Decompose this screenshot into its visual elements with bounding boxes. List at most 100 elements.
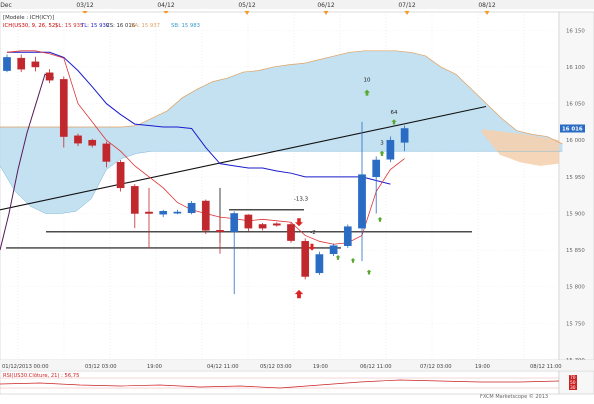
time-tick-label: 03/12 03:00: [85, 364, 117, 370]
candle[interactable]: [272, 222, 281, 227]
sell-arrow-icon: [308, 243, 316, 251]
candle[interactable]: [244, 214, 253, 232]
candle[interactable]: [116, 159, 125, 192]
candle[interactable]: [130, 184, 139, 229]
date-marker-icon: [484, 11, 490, 15]
candle-body: [187, 202, 196, 213]
time-tick-label: 08/12 11:00: [530, 364, 562, 370]
ichimoku-cloud: [0, 50, 563, 214]
candle[interactable]: [17, 54, 26, 73]
candle-body: [102, 143, 111, 162]
buy-signal-icon: [335, 255, 341, 260]
span-a-line: [0, 50, 563, 145]
annotations: 10 64 -13,3 -2 3: [294, 78, 398, 236]
candle[interactable]: [287, 222, 295, 243]
candle-body: [343, 226, 352, 246]
candle-body: [116, 161, 125, 189]
date-label: 06/12: [317, 2, 334, 9]
candle-body: [173, 211, 182, 214]
trend-line: [0, 105, 487, 211]
candle-body: [372, 159, 381, 178]
candle-body: [386, 139, 395, 160]
candle[interactable]: [216, 215, 224, 254]
candle[interactable]: [102, 141, 111, 168]
rsi-tick-label: 70: [570, 375, 576, 381]
rsi-area: [0, 370, 560, 395]
buy-signal-icon: [379, 150, 385, 156]
candle-body: [159, 211, 168, 215]
buy-arrow-icon: [294, 289, 304, 299]
candle[interactable]: [201, 199, 210, 234]
price-tick-label: 16 050: [566, 102, 585, 108]
annotation-label: 3: [380, 141, 384, 147]
price-tick-label: 16 100: [566, 65, 585, 71]
candle[interactable]: [258, 222, 267, 231]
candle-body: [258, 224, 267, 229]
time-tick-label: 06/12 11:00: [360, 364, 392, 370]
candle[interactable]: [329, 243, 338, 256]
legend-item: SB: 15 983: [171, 23, 200, 29]
candle[interactable]: [301, 238, 310, 280]
candle[interactable]: [187, 201, 196, 215]
candle[interactable]: [3, 54, 11, 73]
candle[interactable]: [74, 133, 82, 147]
candle[interactable]: [230, 211, 239, 295]
candle[interactable]: [31, 56, 40, 72]
candle-body: [216, 230, 224, 233]
rsi-label: RSI(US30.Clôture, 21) : 56,75: [3, 372, 79, 379]
legend-item: SA: 15 937: [131, 23, 160, 29]
candle[interactable]: [400, 125, 409, 152]
candle[interactable]: [145, 187, 153, 249]
annotation-label: -2: [310, 230, 315, 236]
buy-signal-icon: [364, 89, 370, 96]
candle[interactable]: [358, 121, 366, 262]
time-axis-bg: [0, 360, 594, 370]
date-label: 04/12: [157, 2, 174, 9]
candle-body: [230, 213, 239, 233]
candle[interactable]: [59, 76, 68, 148]
time-tick-label: 07/12 03:00: [420, 364, 452, 370]
date-marker-icon: [244, 11, 250, 15]
buy-signal-icon: [391, 119, 397, 125]
candle-body: [74, 135, 82, 144]
candle-body: [145, 211, 153, 214]
candle[interactable]: [372, 156, 381, 214]
price-tick-label: 15 850: [566, 248, 585, 254]
legend-item: TL: 15 939: [80, 23, 109, 29]
candle[interactable]: [173, 209, 182, 215]
rsi-tick-badge: [569, 375, 577, 380]
kijun-line: [7, 51, 391, 185]
time-tick-label: 05/12 03:00: [260, 364, 292, 370]
legend-item: CS: 16 016: [106, 23, 136, 29]
date-label: Dec: [0, 2, 12, 9]
candle[interactable]: [386, 136, 395, 163]
candle-body: [31, 61, 40, 68]
date-label: 05/12: [238, 2, 255, 9]
copyright-label: FXCM Marketscope © 2013: [480, 393, 548, 400]
time-tick-label: 19:00: [313, 364, 328, 370]
sell-arrow-icon: [295, 218, 303, 227]
candle[interactable]: [343, 224, 352, 248]
candle-body: [59, 79, 68, 137]
time-tick-label: 19:00: [147, 364, 162, 370]
price-tick-label: 16 000: [566, 138, 585, 144]
candle[interactable]: [88, 138, 97, 148]
candle-body: [272, 223, 281, 226]
chikou-line: [0, 73, 55, 251]
rsi-tick-badge: [569, 380, 577, 385]
buy-signal-icon: [366, 269, 372, 275]
candle[interactable]: [159, 209, 168, 218]
candle[interactable]: [45, 69, 54, 84]
date-label: 07/12: [398, 2, 415, 9]
date-label: 03/12: [76, 2, 93, 9]
candle-body: [88, 139, 97, 146]
candle[interactable]: [315, 251, 324, 276]
rsi-tick-label: 30: [570, 385, 576, 391]
annotation-label: -13,3: [294, 196, 309, 202]
current-price-badge: [560, 124, 585, 133]
kumo-area: [0, 50, 563, 214]
candle-body: [400, 128, 409, 143]
candle-body: [287, 224, 295, 241]
